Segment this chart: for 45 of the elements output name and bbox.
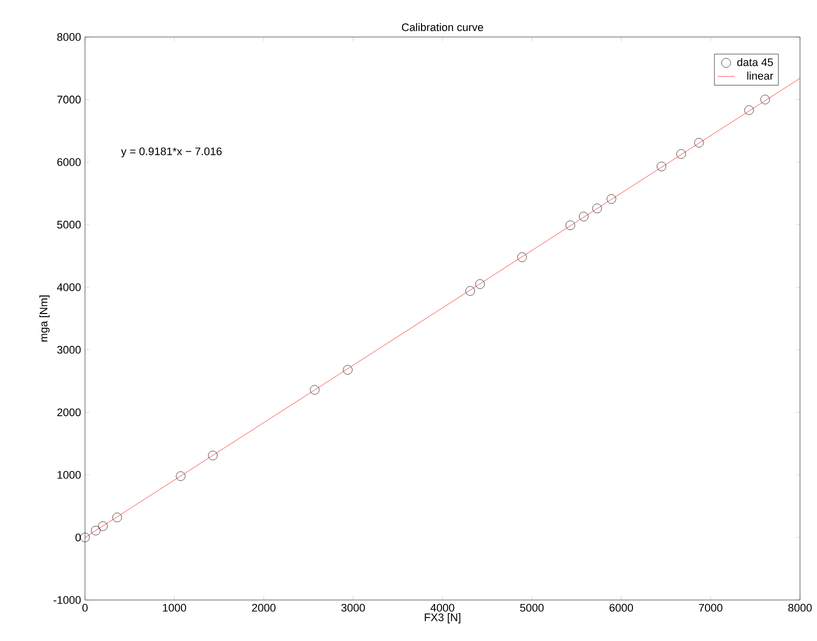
x-tick-label: 3000 [341, 604, 365, 612]
point [744, 105, 754, 115]
y-tick-label: 3000 [57, 346, 81, 354]
point [656, 162, 666, 172]
y-axis-title: mga [Nm] [39, 296, 50, 342]
legend-label: data 45 [737, 58, 773, 66]
chart-title: Calibration curve [402, 23, 484, 32]
point [112, 512, 122, 522]
point [676, 149, 686, 159]
point [98, 521, 108, 531]
point [606, 194, 616, 204]
x-tick-label: 1000 [163, 604, 186, 612]
x-tick-label: 8000 [788, 604, 812, 612]
y-tick-label: 5000 [57, 220, 81, 229]
x-tick-label: 4000 [430, 604, 454, 612]
point [91, 526, 100, 536]
point [566, 220, 576, 230]
point [208, 450, 218, 460]
point [80, 532, 90, 542]
point [694, 138, 704, 148]
point [343, 365, 352, 374]
point [579, 212, 588, 222]
y-tick-label: 0 [75, 534, 81, 542]
y-tick-label: 2000 [57, 408, 81, 416]
point [517, 252, 527, 262]
x-tick-label: 2000 [252, 604, 276, 612]
y-tick-label: 7000 [57, 96, 81, 104]
point [592, 204, 602, 214]
point [466, 286, 475, 296]
point [310, 385, 320, 395]
legend-label: linear [747, 72, 774, 80]
y-tick-label: -1000 [54, 596, 81, 604]
annotation: y = 0.9181*x − 7.016 [121, 147, 222, 158]
y-tick-label: 6000 [57, 158, 81, 166]
y-tick-label: 1000 [58, 471, 81, 479]
point [475, 279, 485, 289]
x-tick-label: 0 [82, 604, 88, 612]
point [176, 471, 186, 481]
point [760, 94, 770, 104]
y-tick-label: 4000 [57, 283, 81, 292]
x-tick-label: 6000 [610, 604, 633, 612]
x-tick-label: 5000 [520, 604, 544, 612]
x-axis-title: FX3 [N] [424, 613, 460, 624]
y-tick-label: 8000 [57, 33, 81, 41]
x-tick-label: 7000 [699, 604, 722, 612]
